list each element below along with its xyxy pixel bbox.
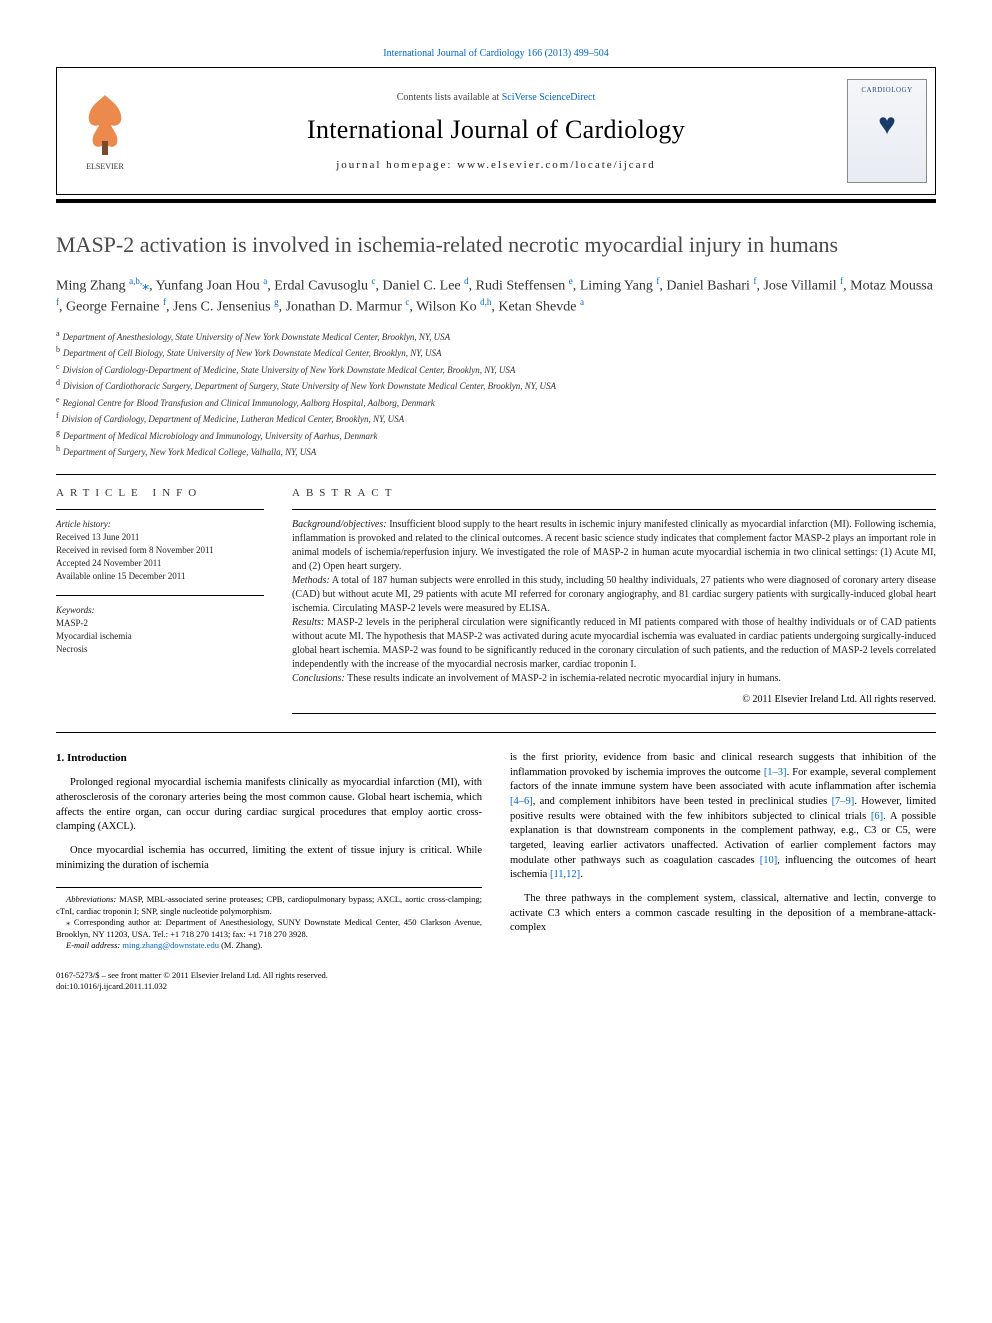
full-width-rule: [56, 732, 936, 733]
separator-rule: [56, 474, 936, 475]
doi-line: doi:10.1016/j.ijcard.2011.11.032: [56, 981, 482, 992]
abbrev-footnote: Abbreviations: MASP, MBL-associated seri…: [56, 894, 482, 917]
article-title: MASP-2 activation is involved in ischemi…: [56, 231, 936, 259]
right-column: is the first priority, evidence from bas…: [510, 751, 936, 992]
affiliation-item: dDivision of Cardiothoracic Surgery, Dep…: [56, 377, 936, 394]
history-label: Article history:: [56, 518, 264, 531]
contents-available-line: Contents lists available at SciVerse Sci…: [397, 92, 596, 103]
body-paragraph: is the first priority, evidence from bas…: [510, 751, 936, 883]
top-journal-ref: International Journal of Cardiology 166 …: [56, 48, 936, 59]
journal-header: ELSEVIER Contents lists available at Sci…: [56, 67, 936, 195]
keyword: Necrosis: [56, 643, 264, 656]
keywords-label: Keywords:: [56, 604, 264, 617]
bottom-meta: 0167-5273/$ – see front matter © 2011 El…: [56, 970, 482, 992]
affiliation-item: aDepartment of Anesthesiology, State Uni…: [56, 328, 936, 345]
abbrev-label: Abbreviations:: [66, 894, 116, 904]
keywords-block: Keywords: MASP-2Myocardial ischemiaNecro…: [56, 604, 264, 656]
email-who: (M. Zhang).: [219, 940, 262, 950]
page: International Journal of Cardiology 166 …: [0, 0, 992, 1032]
history-line: Accepted 24 November 2011: [56, 557, 264, 570]
affiliation-item: hDepartment of Surgery, New York Medical…: [56, 443, 936, 460]
email-label: E-mail address:: [66, 940, 120, 950]
contents-prefix: Contents lists available at: [397, 92, 502, 103]
cover-heart-icon: ♥: [878, 108, 896, 142]
abstract-text: Background/objectives: Insufficient bloo…: [292, 518, 936, 686]
history-line: Available online 15 December 2011: [56, 570, 264, 583]
email-footnote: E-mail address: ming.zhang@downstate.edu…: [56, 940, 482, 951]
cover-thumbnail: CARDIOLOGY ♥: [847, 79, 927, 183]
cover-label: CARDIOLOGY: [861, 86, 912, 94]
footnotes: Abbreviations: MASP, MBL-associated seri…: [56, 887, 482, 951]
journal-homepage: journal homepage: www.elsevier.com/locat…: [336, 159, 655, 171]
affiliation-item: bDepartment of Cell Biology, State Unive…: [56, 344, 936, 361]
affiliation-list: aDepartment of Anesthesiology, State Uni…: [56, 328, 936, 460]
svg-text:ELSEVIER: ELSEVIER: [86, 162, 124, 171]
journal-cover: CARDIOLOGY ♥: [839, 68, 935, 194]
abstract-section: Methods: A total of 187 human subjects w…: [292, 574, 936, 616]
sciencedirect-link[interactable]: SciVerse ScienceDirect: [502, 92, 596, 103]
abstract-heading: ABSTRACT: [292, 487, 936, 499]
keyword: MASP-2: [56, 617, 264, 630]
header-center: Contents lists available at SciVerse Sci…: [153, 68, 839, 194]
body-paragraph: Prolonged regional myocardial ischemia m…: [56, 776, 482, 835]
issn-line: 0167-5273/$ – see front matter © 2011 El…: [56, 970, 482, 981]
body-paragraph: Once myocardial ischemia has occurred, l…: [56, 844, 482, 873]
info-abstract-row: ARTICLE INFO Article history: Received 1…: [56, 487, 936, 722]
article-info-col: ARTICLE INFO Article history: Received 1…: [56, 487, 264, 722]
affiliation-item: gDepartment of Medical Microbiology and …: [56, 427, 936, 444]
affiliation-item: eRegional Centre for Blood Transfusion a…: [56, 394, 936, 411]
email-link[interactable]: ming.zhang@downstate.edu: [122, 940, 219, 950]
article-history: Article history: Received 13 June 2011Re…: [56, 518, 264, 583]
elsevier-tree-icon: ELSEVIER: [69, 87, 141, 175]
author-list: Ming Zhang a,b,⁎, Yunfang Joan Hou a, Er…: [56, 275, 936, 318]
abbrev-text: MASP, MBL-associated serine proteases; C…: [56, 894, 482, 915]
left-column: 1. Introduction Prolonged regional myoca…: [56, 751, 482, 992]
corresponding-footnote: ⁎ Corresponding author at: Department of…: [56, 917, 482, 940]
intro-heading: 1. Introduction: [56, 751, 482, 766]
history-line: Received in revised form 8 November 2011: [56, 544, 264, 557]
body-columns: 1. Introduction Prolonged regional myoca…: [56, 751, 936, 992]
abstract-section: Results: MASP-2 levels in the peripheral…: [292, 616, 936, 672]
header-rule: [56, 199, 936, 203]
keyword: Myocardial ischemia: [56, 630, 264, 643]
body-paragraph: The three pathways in the complement sys…: [510, 892, 936, 936]
abstract-section: Background/objectives: Insufficient bloo…: [292, 518, 936, 574]
history-line: Received 13 June 2011: [56, 531, 264, 544]
abstract-section: Conclusions: These results indicate an i…: [292, 672, 936, 686]
journal-title: International Journal of Cardiology: [307, 115, 685, 145]
affiliation-item: fDivision of Cardiology, Department of M…: [56, 410, 936, 427]
affiliation-item: cDivision of Cardiology-Department of Me…: [56, 361, 936, 378]
elsevier-logo: ELSEVIER: [57, 68, 153, 194]
abstract-col: ABSTRACT Background/objectives: Insuffic…: [292, 487, 936, 722]
article-info-heading: ARTICLE INFO: [56, 487, 264, 499]
top-journal-link[interactable]: International Journal of Cardiology 166 …: [383, 48, 609, 59]
corr-text: Corresponding author at: Department of A…: [56, 917, 482, 938]
abstract-copyright: © 2011 Elsevier Ireland Ltd. All rights …: [292, 694, 936, 705]
